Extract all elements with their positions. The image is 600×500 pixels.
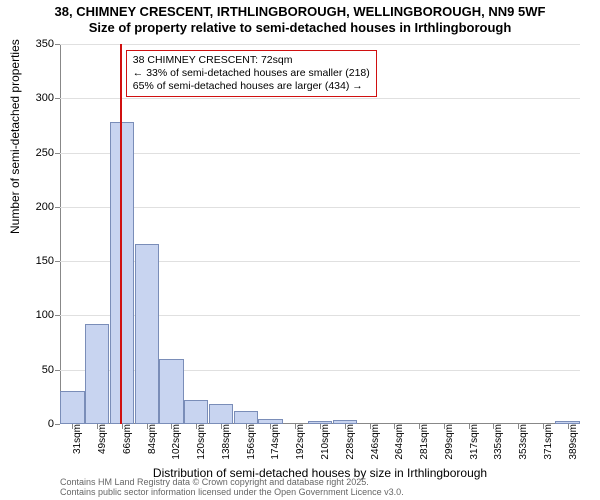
y-tick-label: 100 [36, 309, 60, 321]
x-tick-label: 299sqm [438, 424, 455, 460]
y-tick-label: 300 [36, 92, 60, 104]
annotation-line-3: 65% of semi-detached houses are larger (… [133, 80, 370, 93]
chart-title: 38, CHIMNEY CRESCENT, IRTHLINGBOROUGH, W… [0, 4, 600, 37]
x-tick-label: 210sqm [314, 424, 331, 460]
title-line-1: 38, CHIMNEY CRESCENT, IRTHLINGBOROUGH, W… [0, 4, 600, 20]
x-tick-label: 389sqm [562, 424, 579, 460]
x-tick-label: 66sqm [116, 424, 133, 454]
x-tick-label: 317sqm [463, 424, 480, 460]
x-tick-label: 156sqm [240, 424, 257, 460]
x-tick-label: 353sqm [512, 424, 529, 460]
histogram-bar [135, 244, 159, 424]
annotation-box: 38 CHIMNEY CRESCENT: 72sqm ← 33% of semi… [126, 50, 377, 97]
grid-line [60, 207, 580, 208]
grid-line [60, 153, 580, 154]
x-tick-label: 264sqm [388, 424, 405, 460]
x-tick-label: 49sqm [91, 424, 108, 454]
y-axis-title: Number of semi-detached properties [8, 39, 22, 234]
y-tick-label: 0 [48, 418, 60, 430]
x-tick-label: 371sqm [537, 424, 554, 460]
x-tick-label: 228sqm [339, 424, 356, 460]
x-tick-label: 120sqm [190, 424, 207, 460]
grid-line [60, 98, 580, 99]
x-tick-label: 84sqm [141, 424, 158, 454]
x-tick-label: 102sqm [165, 424, 182, 460]
y-tick-label: 50 [42, 364, 60, 376]
y-tick-label: 150 [36, 255, 60, 267]
annotation-line-1: 38 CHIMNEY CRESCENT: 72sqm [133, 54, 370, 67]
histogram-bar [159, 359, 183, 424]
histogram-bar [110, 122, 134, 424]
x-tick-label: 138sqm [215, 424, 232, 460]
annotation-line-2: ← 33% of semi-detached houses are smalle… [133, 67, 370, 80]
histogram-bar [184, 400, 208, 424]
plot-area: 38 CHIMNEY CRESCENT: 72sqm ← 33% of semi… [60, 44, 580, 424]
x-tick-label: 335sqm [487, 424, 504, 460]
footer: Contains HM Land Registry data © Crown c… [60, 478, 404, 498]
histogram-bar [60, 391, 84, 424]
marker-line [120, 44, 122, 424]
x-tick-label: 31sqm [66, 424, 83, 454]
y-tick-label: 250 [36, 147, 60, 159]
x-tick-label: 281sqm [413, 424, 430, 460]
y-tick-label: 200 [36, 201, 60, 213]
x-tick-label: 192sqm [289, 424, 306, 460]
grid-line [60, 44, 580, 45]
y-tick-label: 350 [36, 38, 60, 50]
histogram-bar [234, 411, 258, 424]
title-line-2: Size of property relative to semi-detach… [0, 20, 600, 36]
x-tick-label: 174sqm [264, 424, 281, 460]
histogram-bar [85, 324, 109, 424]
histogram-bar [209, 404, 233, 424]
footer-line-2: Contains public sector information licen… [60, 488, 404, 498]
y-axis-line [60, 44, 61, 424]
x-tick-label: 246sqm [364, 424, 381, 460]
